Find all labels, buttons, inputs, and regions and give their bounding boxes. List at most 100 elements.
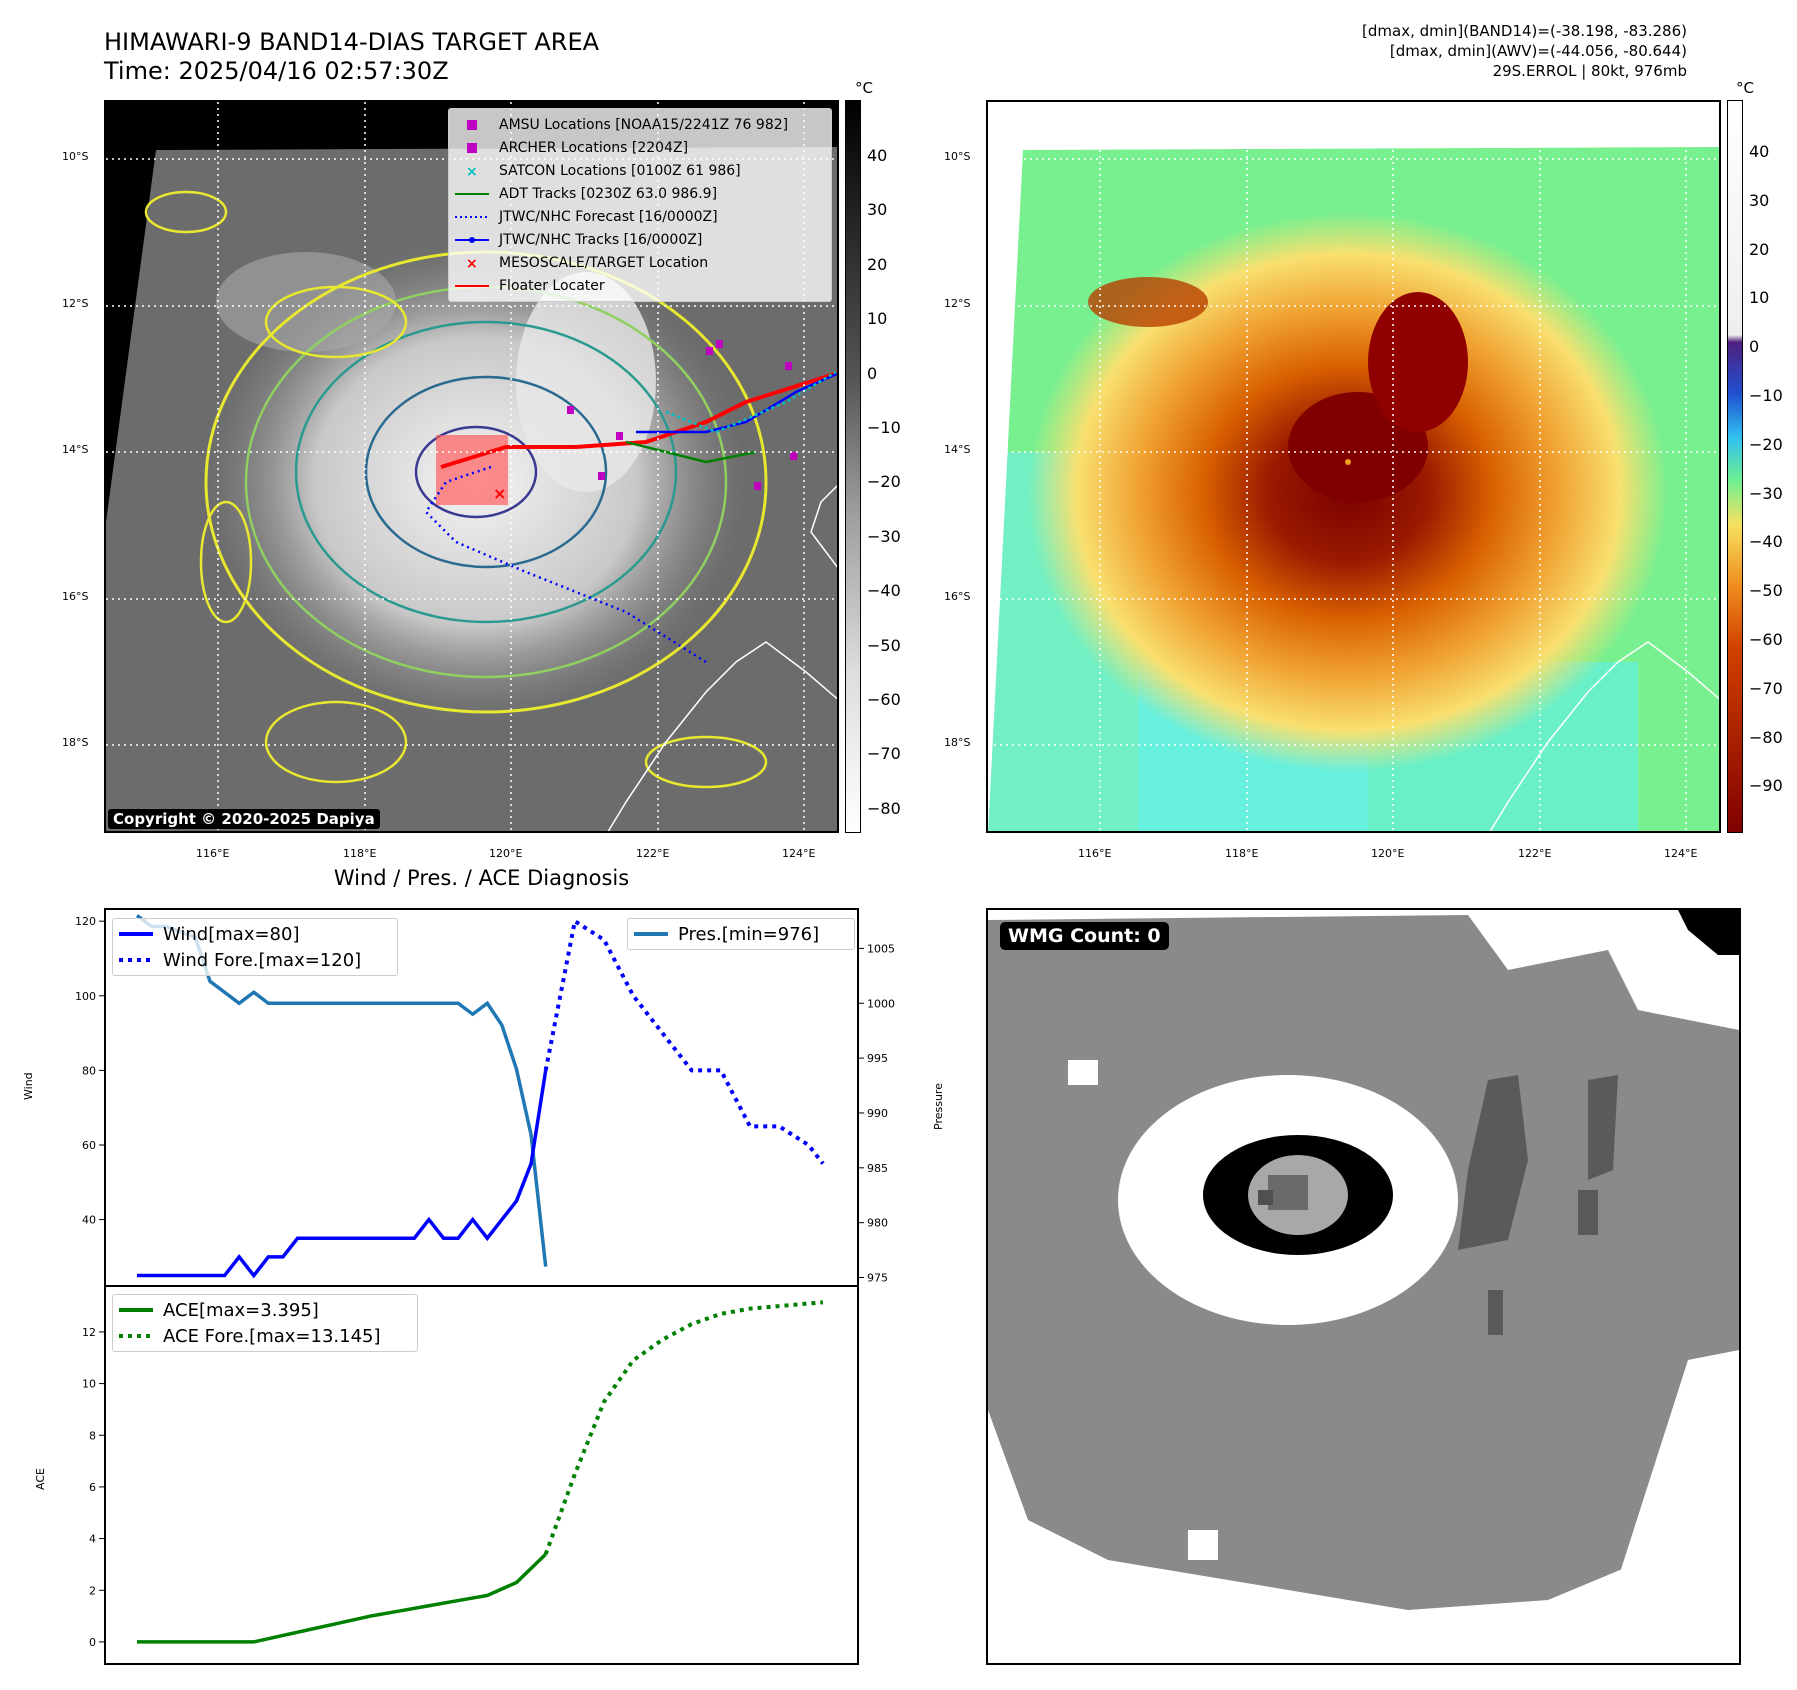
- colorbar-color-tick: −20: [1749, 434, 1783, 454]
- colorbar-gray-tick: −60: [867, 690, 901, 709]
- ace-series-line: [137, 1552, 547, 1644]
- wmg-svg: [988, 910, 1739, 1663]
- lat-tick-label: 10°S: [62, 150, 89, 163]
- colorbar-gray-tick: 10: [867, 309, 888, 329]
- lon-tick-label: 116°E: [196, 847, 230, 860]
- colorbar-gray-unit: °C: [855, 79, 873, 97]
- lat-tick-label: 16°S: [62, 590, 89, 603]
- pres-ytick-label: 1000: [867, 997, 895, 1010]
- chart-title: HIMAWARI-9 BAND14-DIAS TARGET AREA: [104, 28, 600, 56]
- lat-tick-label: 16°S: [944, 590, 971, 603]
- map-legend-item: JTWC/NHC Forecast [16/0000Z]: [455, 205, 825, 228]
- info-dmax-band14: [dmax, dmin](BAND14)=(-38.198, -83.286): [1362, 22, 1687, 40]
- wind-ytick-label: 40: [82, 1214, 96, 1227]
- wind-ytick-label: 60: [82, 1139, 96, 1152]
- wind-forecast-series-line: [543, 917, 825, 1165]
- chart-time: Time: 2025/04/16 02:57:30Z: [104, 57, 449, 85]
- ace-ytick-label: 10: [82, 1378, 96, 1391]
- legend-marker-icon: [455, 142, 489, 154]
- legend-label: JTWC/NHC Tracks [16/0000Z]: [499, 231, 703, 248]
- legend-label: ADT Tracks [0230Z 63.0 986.9]: [499, 185, 718, 202]
- legend-wind-fore-label: Wind Fore.[max=120]: [163, 949, 362, 971]
- legend-label: JTWC/NHC Forecast [16/0000Z]: [499, 208, 718, 225]
- lat-tick-label: 12°S: [62, 297, 89, 310]
- map-legend-item: AMSU Locations [NOAA15/2241Z 76 982]: [455, 113, 825, 136]
- legend-marker-icon: [455, 119, 489, 131]
- copyright: Copyright © 2020-2025 Dapiya: [108, 809, 380, 829]
- ace-ytick-label: 2: [89, 1584, 96, 1597]
- wmg-panel: WMG Count: 0: [986, 908, 1741, 1665]
- svg-text:×: ×: [493, 484, 506, 503]
- colorbar-gray-tick: −20: [867, 472, 901, 492]
- map-legend-item: Floater Locater: [455, 274, 825, 297]
- lat-tick-label: 18°S: [944, 736, 971, 749]
- pres-ytick-label: 990: [867, 1107, 888, 1120]
- wind-legend: Wind[max=80] Wind Fore.[max=120]: [112, 918, 398, 976]
- ace-legend: ACE[max=3.395] ACE Fore.[max=13.145]: [112, 1294, 418, 1352]
- colorbar-gray-tick: −30: [867, 526, 901, 546]
- lon-tick-label: 122°E: [1518, 847, 1552, 860]
- map-legend-item: × MESOSCALE/TARGET Location: [455, 251, 825, 274]
- pres-ytick-label: 995: [867, 1052, 888, 1065]
- colorbar-gray: [845, 100, 861, 833]
- ace-ytick-label: 12: [82, 1326, 96, 1339]
- colorbar-color: [1727, 100, 1743, 833]
- info-dmax-awv: [dmax, dmin](AWV)=(-44.056, -80.644): [1389, 42, 1687, 60]
- colorbar-color-tick: −40: [1749, 532, 1783, 552]
- map-legend-item: × SATCON Locations [0100Z 61 986]: [455, 159, 825, 182]
- diagnosis-panel: [104, 908, 859, 1665]
- floater-box: [436, 435, 508, 505]
- lon-tick-label: 124°E: [1664, 847, 1698, 860]
- colorbar-color-tick: −90: [1749, 776, 1783, 796]
- lat-tick-label: 14°S: [62, 443, 89, 456]
- wind-ytick-label: 80: [82, 1064, 96, 1077]
- legend-pres-label: Pres.[min=976]: [678, 923, 820, 945]
- legend-label: Floater Locater: [499, 277, 605, 294]
- ace-ylabel: ACE: [34, 1468, 47, 1490]
- colorbar-gray-tick: 30: [867, 200, 888, 220]
- legend-marker-icon: ×: [455, 165, 489, 177]
- color-map-panel: [986, 100, 1721, 833]
- colorbar-gray-tick: −10: [867, 418, 901, 437]
- colorbar-color-tick: 40: [1749, 142, 1770, 161]
- lat-tick-label: 18°S: [62, 736, 89, 749]
- wind-ytick-label: 120: [75, 915, 96, 928]
- colorbar-gray-tick: 20: [867, 254, 888, 274]
- svg-text:×: ×: [466, 165, 478, 177]
- legend-wind-label: Wind[max=80]: [163, 923, 300, 945]
- pres-ytick-label: 980: [867, 1217, 888, 1230]
- lon-tick-label: 120°E: [1371, 847, 1405, 860]
- legend-label: SATCON Locations [0100Z 61 986]: [499, 162, 741, 179]
- legend-ace-fore-label: ACE Fore.[max=13.145]: [163, 1325, 381, 1347]
- legend-label: MESOSCALE/TARGET Location: [499, 254, 709, 271]
- pres-ytick-label: 975: [867, 1272, 888, 1285]
- colorbar-color-tick: −70: [1749, 678, 1783, 698]
- legend-label: ARCHER Locations [2204Z]: [499, 139, 689, 156]
- ace-ytick-label: 4: [89, 1533, 96, 1546]
- legend-marker-icon: [455, 191, 489, 197]
- colorbar-color-tick: −30: [1749, 483, 1783, 503]
- colorbar-color-tick: −10: [1749, 386, 1783, 405]
- diagnosis-divider: [106, 1285, 857, 1287]
- wind-ylabel: Wind: [22, 1072, 35, 1100]
- colorbar-color-tick: −60: [1749, 630, 1783, 649]
- colorbar-color-tick: 10: [1749, 288, 1770, 308]
- colorbar-color-unit: °C: [1736, 79, 1754, 97]
- pressure-ylabel: Pressure: [932, 1083, 945, 1130]
- colorbar-gray-tick: 0: [867, 363, 878, 383]
- ace-ytick-label: 8: [89, 1429, 96, 1442]
- colorbar-gray-tick: 40: [867, 146, 888, 165]
- map-legend: AMSU Locations [NOAA15/2241Z 76 982] ARCH…: [448, 108, 832, 302]
- legend-marker-icon: [455, 214, 489, 220]
- ace-ytick-label: 6: [89, 1481, 96, 1494]
- legend-label: AMSU Locations [NOAA15/2241Z 76 982]: [499, 116, 789, 133]
- colorbar-gray-tick: −70: [867, 744, 901, 764]
- wind-series-line: [137, 1070, 548, 1279]
- ir-map-panel: × AMSU Locations [NOAA15/2241Z 76 982] AR…: [104, 100, 839, 833]
- colorbar-color-tick: 20: [1749, 239, 1770, 259]
- colorbar-gray-tick: −40: [867, 581, 901, 601]
- lon-tick-label: 120°E: [489, 847, 523, 860]
- pres-legend: Pres.[min=976]: [627, 918, 855, 950]
- info-storm: 29S.ERROL | 80kt, 976mb: [1492, 62, 1687, 80]
- lat-tick-label: 10°S: [944, 150, 971, 163]
